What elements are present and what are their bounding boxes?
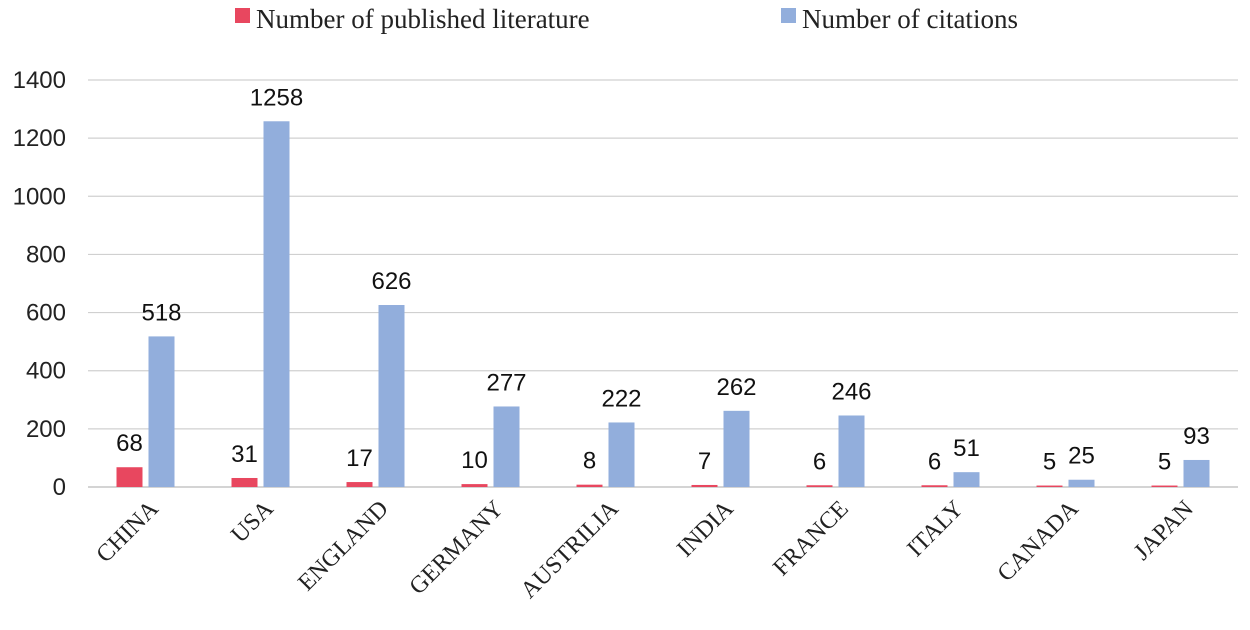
x-axis-ticks: CHINA USA ENGLAND GERMANY AUSTRILIA INDIA FRAN… <box>92 495 1199 603</box>
data-label-citations-austrilia: 222 <box>601 385 641 412</box>
x-tick-label-japan: JAPAN <box>1129 496 1199 566</box>
data-label-citations-italy: 51 <box>953 435 980 462</box>
data-label-citations-france: 246 <box>831 378 871 405</box>
data-label-citations-england: 626 <box>371 268 411 295</box>
bar-citations-canada <box>1068 479 1095 487</box>
gridlines <box>88 79 1238 488</box>
x-tick-label-france: FRANCE <box>768 496 853 581</box>
bars <box>116 121 1210 487</box>
data-label-citations-germany: 277 <box>486 369 526 396</box>
data-label-published-france: 6 <box>813 448 826 475</box>
bar-citations-germany <box>493 406 520 487</box>
data-label-citations-usa: 1258 <box>250 84 303 111</box>
legend-swatch-published <box>235 8 250 23</box>
data-label-published-japan: 5 <box>1158 449 1171 476</box>
data-label-published-china: 68 <box>116 430 143 457</box>
bar-published-france <box>806 485 833 487</box>
y-tick-label: 200 <box>26 416 66 443</box>
bar-citations-china <box>148 336 175 487</box>
bar-published-austrilia <box>576 484 603 487</box>
bar-published-japan <box>1151 485 1178 487</box>
legend: Number of published literature Number of… <box>235 4 1018 34</box>
x-tick-label-india: INDIA <box>672 495 739 562</box>
x-tick-label-austrilia: AUSTRILIA <box>516 495 624 603</box>
data-label-published-india: 7 <box>698 448 711 475</box>
bar-citations-usa <box>263 121 290 487</box>
y-tick-label: 0 <box>53 474 66 501</box>
data-label-published-germany: 10 <box>461 447 488 474</box>
y-tick-label: 600 <box>26 300 66 327</box>
bar-published-india <box>691 484 718 487</box>
bar-citations-england <box>378 305 405 487</box>
bar-published-canada <box>1036 485 1063 487</box>
data-label-published-usa: 31 <box>231 441 258 468</box>
data-label-published-canada: 5 <box>1043 449 1056 476</box>
legend-swatch-citations <box>781 8 796 23</box>
data-label-citations-china: 518 <box>141 299 181 326</box>
x-tick-label-canada: CANADA <box>993 495 1084 586</box>
data-label-published-italy: 6 <box>928 448 941 475</box>
bar-citations-japan <box>1183 459 1210 487</box>
legend-label-published: Number of published literature <box>256 4 590 34</box>
y-tick-label: 1000 <box>13 183 66 210</box>
x-tick-label-england: ENGLAND <box>293 496 393 596</box>
data-label-citations-japan: 93 <box>1183 423 1210 450</box>
bar-citations-austrilia <box>608 422 635 487</box>
y-tick-label: 1400 <box>13 67 66 94</box>
y-tick-label: 400 <box>26 358 66 385</box>
legend-label-citations: Number of citations <box>802 4 1018 34</box>
data-label-citations-india: 262 <box>716 374 756 401</box>
bar-published-china <box>116 467 143 487</box>
x-tick-label-china: CHINA <box>92 495 165 568</box>
bar-published-usa <box>231 477 258 487</box>
bar-published-italy <box>921 485 948 487</box>
data-label-published-england: 17 <box>346 445 373 472</box>
y-axis-ticks: 0 200 400 600 800 1000 1200 1400 <box>13 67 66 501</box>
bar-citations-france <box>838 415 865 487</box>
x-tick-label-usa: USA <box>226 495 279 548</box>
bar-citations-italy <box>953 472 980 487</box>
data-label-published-austrilia: 8 <box>583 448 596 475</box>
y-tick-label: 800 <box>26 241 66 268</box>
bar-published-england <box>346 482 373 487</box>
bar-published-germany <box>461 484 488 487</box>
data-label-citations-canada: 25 <box>1068 443 1095 470</box>
x-tick-label-germany: GERMANY <box>405 496 509 600</box>
data-labels: 68 518 31 1258 17 626 10 277 8 222 7 262 6 246 6 51 5 25 5… <box>116 84 1210 475</box>
x-tick-label-italy: ITALY <box>903 496 969 562</box>
y-tick-label: 1200 <box>13 125 66 152</box>
bar-citations-india <box>723 410 750 487</box>
